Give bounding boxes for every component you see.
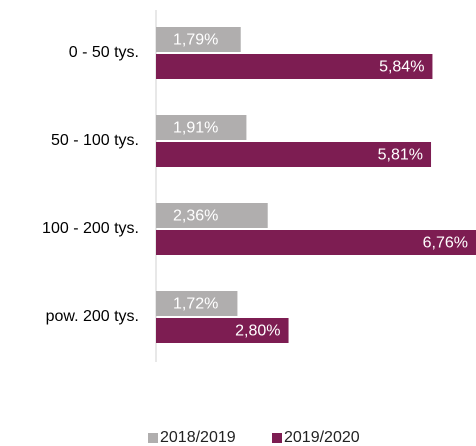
category-label: 50 - 100 tys. (51, 132, 139, 149)
value-label: 2,36% (173, 208, 218, 225)
bar (156, 291, 238, 316)
value-label: 2,80% (235, 323, 280, 340)
value-label: 5,81% (378, 147, 423, 164)
value-label: 1,72% (173, 296, 218, 313)
legend-swatch (272, 433, 282, 443)
bar (156, 230, 476, 255)
category-label: 100 - 200 tys. (42, 220, 139, 237)
bar (156, 54, 433, 79)
bar (156, 27, 241, 52)
value-label: 1,91% (173, 120, 218, 137)
category-label: pow. 200 tys. (46, 308, 139, 325)
bar (156, 115, 247, 140)
legend-swatch (148, 433, 158, 443)
bar (156, 142, 432, 167)
value-label: 6,76% (423, 235, 468, 252)
legend-label: 2018/2019 (160, 429, 236, 446)
legend-label: 2019/2020 (284, 429, 360, 446)
bar (156, 203, 268, 228)
bar (156, 318, 289, 343)
value-label: 5,84% (379, 59, 424, 76)
category-label: 0 - 50 tys. (69, 44, 139, 61)
value-label: 1,79% (173, 32, 218, 49)
